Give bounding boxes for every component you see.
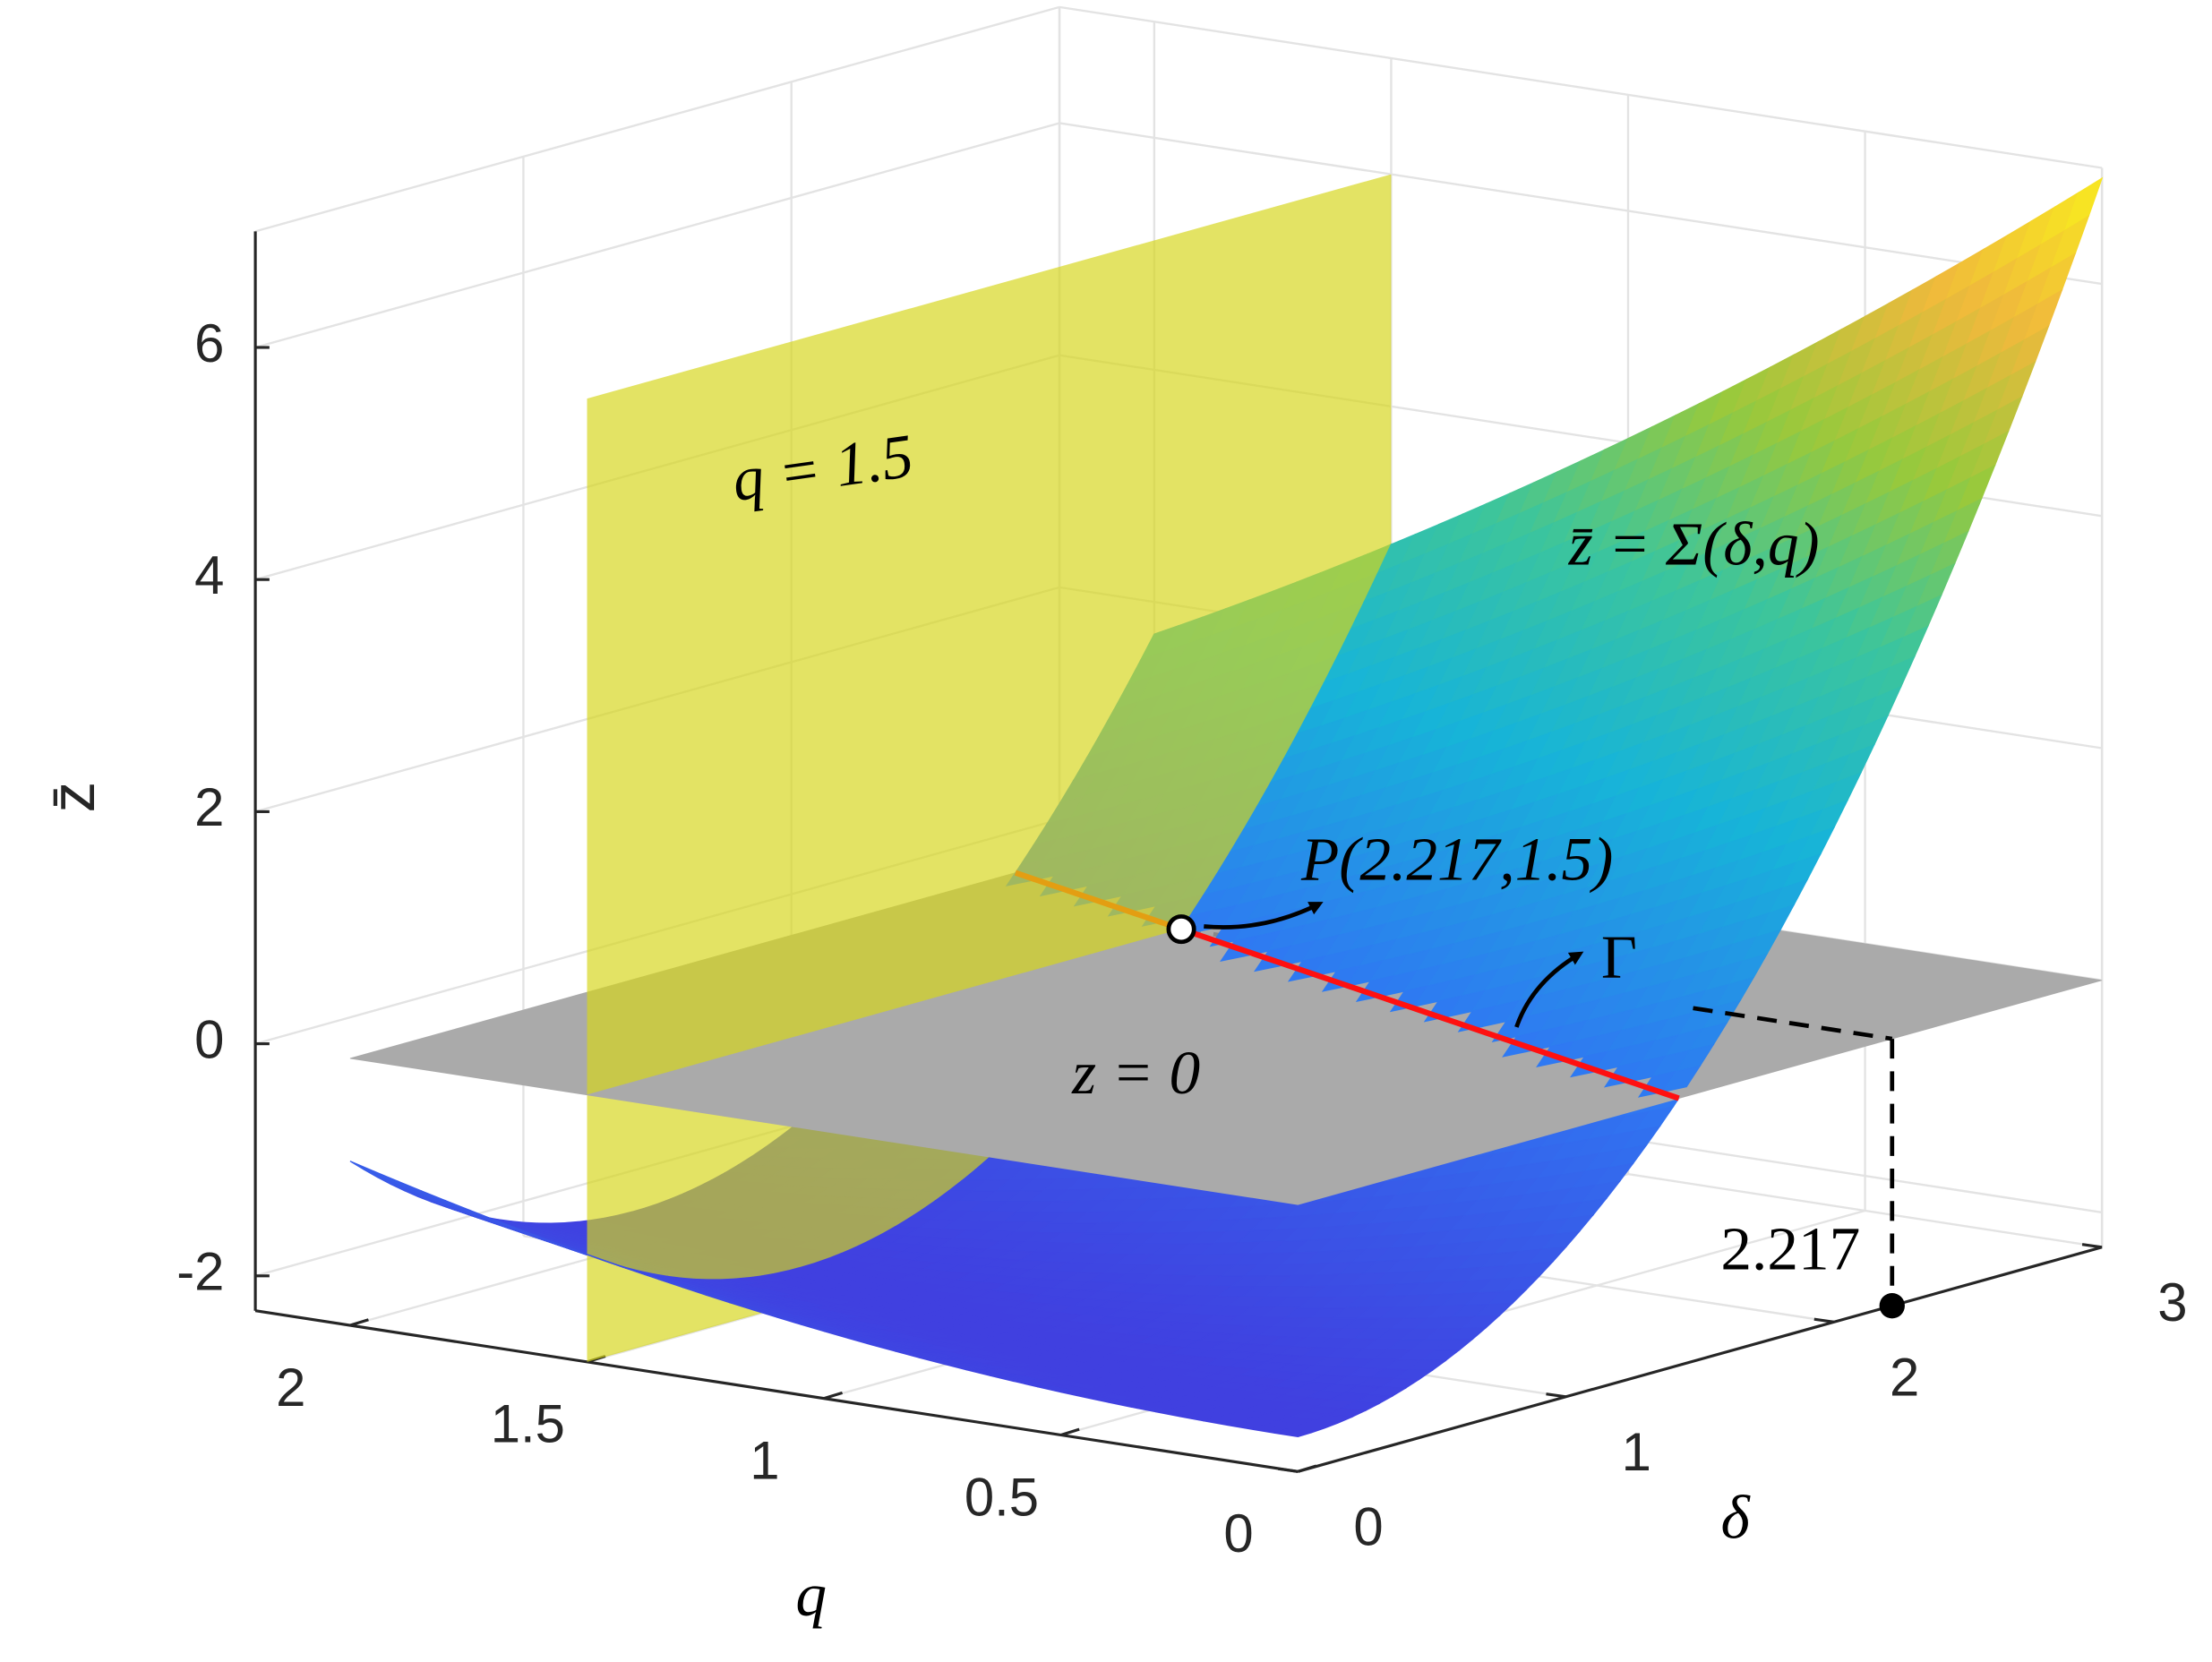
delta-tick-label: 2 (1890, 1347, 1919, 1407)
z-tick-label: 2 (194, 777, 224, 837)
tick-mark (349, 1318, 369, 1327)
q-axis (254, 1309, 1299, 1473)
z-tick-label: 0 (194, 1009, 224, 1069)
grid-line (1059, 122, 2103, 286)
delta-tick-label: 1 (1622, 1422, 1651, 1482)
delta-tick-label: 3 (2157, 1272, 2187, 1332)
tick-mark (1813, 1317, 1835, 1324)
q-tick-label: 1 (750, 1431, 779, 1491)
floor-label: z = 0 (1071, 1038, 1200, 1107)
z-tick-label: 4 (194, 545, 224, 605)
tick-mark (1277, 1467, 1299, 1473)
box-edge (1059, 5, 2103, 169)
q-tick-label: 2 (276, 1358, 305, 1418)
tick-mark (1297, 1464, 1317, 1473)
tick-mark (1546, 1392, 1566, 1399)
delta-marker-label: 2.217 (1720, 1213, 1860, 1282)
curve-label: Γ (1601, 922, 1637, 991)
tick-mark (823, 1391, 844, 1401)
surface-patch (1273, 1428, 1312, 1438)
delta-axis-label: δ (1720, 1482, 1751, 1551)
delta-marker (1879, 1292, 1905, 1319)
point-label: P(2.217,1.5) (1300, 825, 1613, 894)
arrow (1514, 951, 1584, 1028)
delta-axis (1297, 1246, 2103, 1473)
delta-tick-label: 0 (1353, 1496, 1383, 1556)
z-tick-label: -2 (176, 1242, 224, 1302)
gamma-curve (1180, 926, 1680, 1101)
grid-line (254, 122, 1060, 349)
q-tick-label: 1.5 (491, 1394, 565, 1454)
z-tick-label: 6 (194, 313, 224, 373)
q-tick-label: 0 (1223, 1504, 1253, 1563)
surface-label: z̄ = Σ(δ,q) (1568, 509, 1820, 578)
arrow (1204, 902, 1324, 930)
surface-patch (1661, 1065, 1702, 1093)
q-axis-label: q (795, 1560, 827, 1629)
tick-mark (1060, 1427, 1080, 1436)
z-axis-label: z̄ (38, 782, 107, 813)
guide-line (1693, 1006, 1893, 1041)
q-tick-label: 0.5 (965, 1467, 1039, 1527)
tick-mark (2081, 1243, 2103, 1249)
box-edge (254, 5, 1060, 233)
point-p (1166, 914, 1196, 945)
